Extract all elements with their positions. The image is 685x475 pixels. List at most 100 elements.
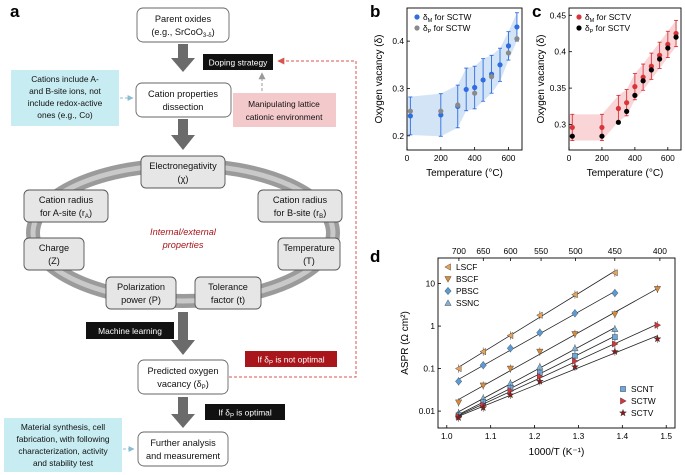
arrow-down-4 bbox=[171, 397, 195, 428]
data-point-predicted bbox=[632, 92, 638, 98]
data-point-measured bbox=[480, 77, 486, 83]
cation-dissection-line1: Cation properties bbox=[148, 89, 218, 99]
data-point-measured bbox=[497, 62, 503, 68]
data-point-lscf bbox=[536, 311, 543, 319]
data-point-measured bbox=[624, 100, 630, 106]
predicted-line1: Predicted oxygen bbox=[148, 366, 219, 376]
plot-d-area: 1.0 1.1 1.2 1.3 1.4 1.5 700 650 600 550 500 450 400 0… bbox=[400, 246, 676, 458]
optimal-label bbox=[205, 404, 285, 420]
not-optimal-text: If δP is not optimal bbox=[257, 355, 324, 367]
legend-marker bbox=[620, 386, 626, 392]
internal-line1: Internal/external bbox=[150, 227, 217, 237]
cation-dissection-line2: dissection bbox=[163, 102, 204, 112]
x-axis-label: Temperature (°C) bbox=[426, 168, 503, 179]
data-point-bscf bbox=[536, 348, 544, 356]
cation-note-line1: Cations include A- bbox=[31, 74, 99, 84]
legend-marker bbox=[444, 276, 452, 283]
legend-marker bbox=[444, 286, 452, 296]
data-point-predicted bbox=[455, 102, 461, 108]
electronegativity-line2: (χ) bbox=[178, 174, 189, 184]
further-line1: Further analysis bbox=[150, 438, 216, 448]
top-tick-label: 600 bbox=[504, 246, 518, 256]
optimal-text: If δP is optimal bbox=[218, 408, 272, 420]
x-tick-label: 0 bbox=[405, 153, 410, 163]
data-point-pbsc bbox=[536, 328, 544, 337]
data-point-measured bbox=[505, 43, 512, 49]
x-tick-label: 1.1 bbox=[485, 431, 497, 441]
data-point-sctv bbox=[535, 377, 544, 385]
data-point-predicted bbox=[599, 133, 605, 139]
data-point-lscf bbox=[611, 269, 618, 277]
cation-dissection-box bbox=[135, 82, 232, 118]
x-tick-label: 600 bbox=[661, 153, 675, 163]
data-point-sctv bbox=[479, 403, 488, 412]
x-tick-label: 400 bbox=[628, 153, 642, 163]
data-point-pbsc bbox=[571, 309, 579, 318]
data-point-measured bbox=[648, 63, 654, 69]
panel-a-label: a bbox=[10, 2, 20, 21]
cation-note-box bbox=[11, 70, 119, 126]
legend-entry: δM for SCTW bbox=[423, 12, 471, 24]
temperature-line2: (T) bbox=[303, 256, 315, 266]
plot-c-area: 0 200 400 600 0.3 0.35 0.4 0.45 Temperature (°C)… bbox=[536, 7, 682, 179]
legend-marker bbox=[444, 299, 452, 306]
synthesis-line3: characterization, activity bbox=[18, 446, 108, 456]
synthesis-line1: Material synthesis, cell bbox=[21, 422, 105, 432]
data-point-sctw bbox=[654, 321, 662, 329]
cation-note-line3: include redox-active bbox=[28, 98, 103, 108]
confidence-band bbox=[569, 20, 677, 141]
data-point-predicted bbox=[665, 45, 671, 51]
data-point-sctv bbox=[570, 362, 579, 371]
charge-line2: (Z) bbox=[48, 256, 60, 266]
data-point-predicted bbox=[569, 133, 575, 139]
legend-marker bbox=[444, 263, 451, 271]
fit-line-sctv bbox=[458, 335, 658, 417]
x-tick-label: 200 bbox=[434, 153, 448, 163]
data-point-predicted bbox=[472, 90, 478, 96]
arrow-down-2 bbox=[171, 119, 195, 150]
data-point-sctv bbox=[454, 413, 463, 422]
arrow-down-3 bbox=[171, 312, 195, 355]
data-point-sctv bbox=[653, 334, 662, 343]
legend-entry: δP for SCTW bbox=[423, 23, 471, 35]
machine-learning-label bbox=[86, 322, 174, 339]
y-tick-label: 0.4 bbox=[554, 47, 566, 57]
data-point-measured bbox=[472, 84, 478, 91]
legend-entry-sctw: SCTW bbox=[631, 396, 656, 406]
polarization-line1: Polarization bbox=[117, 282, 165, 292]
parent-oxides-line1: Parent oxides bbox=[155, 14, 212, 24]
top-tick-label: 400 bbox=[653, 246, 667, 256]
synthesis-line2: fabrication, with following bbox=[16, 434, 109, 444]
data-point-measured bbox=[438, 112, 444, 118]
x-tick-label: 1.2 bbox=[529, 431, 541, 441]
x-tick-label: 1.5 bbox=[660, 431, 672, 441]
x-tick-label: 1.4 bbox=[617, 431, 629, 441]
parent-oxides-line2: (e.g., SrCoO3-δ) bbox=[151, 27, 214, 39]
y-axis-label: Oxygen vacancy (δ) bbox=[536, 35, 547, 124]
panel-d-label: d bbox=[370, 247, 380, 266]
data-point-measured bbox=[463, 86, 469, 93]
data-point-pbsc bbox=[611, 289, 619, 298]
data-point-sctw bbox=[572, 357, 579, 365]
y-tick-label: 0.45 bbox=[550, 10, 567, 20]
further-line2: and measurement bbox=[146, 451, 220, 461]
y-tick-label: 1 bbox=[430, 321, 435, 331]
data-point-predicted bbox=[505, 50, 512, 56]
top-tick-label: 450 bbox=[608, 246, 622, 256]
plot-frame bbox=[437, 257, 676, 429]
machine-learning-text: Machine learning bbox=[98, 326, 162, 336]
data-point-measured bbox=[673, 30, 679, 37]
electronegativity-line1: Electronegativity bbox=[149, 161, 217, 171]
top-tick-label: 550 bbox=[534, 246, 548, 256]
y-axis-label: Oxygen vacancy (δ) bbox=[374, 35, 385, 124]
legend-marker bbox=[576, 25, 582, 31]
y-tick-label: 0.01 bbox=[419, 406, 436, 416]
data-point-measured bbox=[599, 124, 605, 131]
legend-entry-pbsc: PBSC bbox=[456, 286, 479, 296]
polarization-box bbox=[105, 276, 177, 310]
legend-entry-scnt: SCNT bbox=[631, 384, 654, 394]
data-point-predicted bbox=[656, 56, 663, 62]
legend-entry-lscf: LSCF bbox=[456, 262, 477, 272]
data-point-predicted bbox=[407, 108, 413, 114]
